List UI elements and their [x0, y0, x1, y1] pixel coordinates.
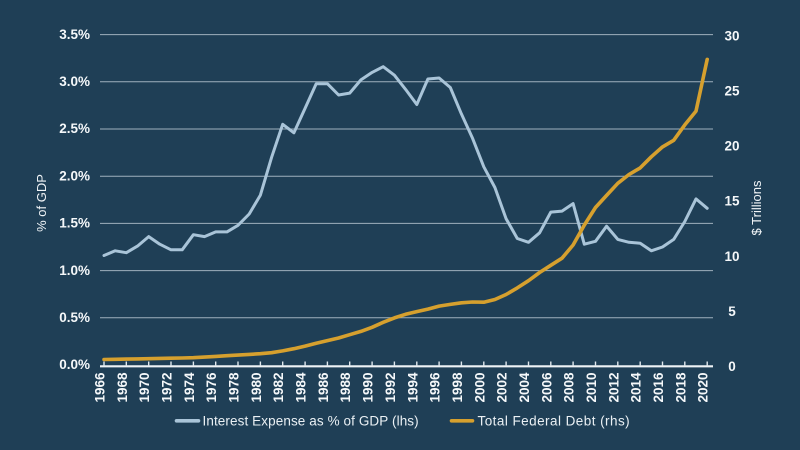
svg-text:2006: 2006 — [539, 372, 554, 403]
svg-text:2018: 2018 — [673, 372, 688, 403]
svg-text:1972: 1972 — [160, 372, 175, 402]
svg-text:2004: 2004 — [517, 372, 532, 403]
svg-text:2.0%: 2.0% — [59, 168, 90, 183]
svg-text:15: 15 — [724, 194, 740, 209]
svg-text:1968: 1968 — [115, 372, 130, 403]
svg-text:3.0%: 3.0% — [59, 74, 90, 89]
svg-text:2010: 2010 — [584, 372, 599, 402]
svg-text:1976: 1976 — [204, 372, 219, 403]
svg-text:Total Federal Debt (rhs): Total Federal Debt (rhs) — [478, 413, 631, 428]
svg-text:20: 20 — [724, 139, 739, 154]
svg-text:1.5%: 1.5% — [59, 216, 90, 231]
svg-text:1994: 1994 — [405, 372, 420, 403]
svg-text:2.5%: 2.5% — [59, 121, 90, 136]
svg-text:2008: 2008 — [562, 372, 577, 403]
svg-text:2012: 2012 — [606, 372, 621, 402]
svg-text:1984: 1984 — [294, 372, 309, 403]
svg-text:2014: 2014 — [629, 372, 644, 403]
svg-text:2000: 2000 — [472, 372, 487, 402]
svg-text:1998: 1998 — [450, 372, 465, 403]
svg-text:2016: 2016 — [651, 372, 666, 403]
svg-text:0.0%: 0.0% — [59, 357, 90, 372]
svg-text:3.5%: 3.5% — [59, 27, 90, 42]
svg-text:1970: 1970 — [137, 372, 152, 402]
svg-text:Interest Expense as % of GDP (: Interest Expense as % of GDP (lhs) — [203, 413, 419, 428]
svg-text:1992: 1992 — [383, 372, 398, 402]
svg-text:1986: 1986 — [316, 372, 331, 403]
svg-text:1980: 1980 — [249, 372, 264, 402]
svg-text:30: 30 — [724, 29, 739, 44]
svg-text:2002: 2002 — [495, 372, 510, 402]
svg-text:5: 5 — [728, 304, 736, 319]
svg-text:2020: 2020 — [696, 372, 711, 402]
svg-text:10: 10 — [724, 249, 739, 264]
svg-text:1996: 1996 — [428, 372, 443, 403]
svg-text:% of GDP: % of GDP — [34, 174, 49, 232]
svg-text:1978: 1978 — [227, 372, 242, 403]
svg-text:1974: 1974 — [182, 372, 197, 403]
svg-text:0.5%: 0.5% — [59, 310, 90, 325]
svg-text:0: 0 — [728, 359, 736, 374]
svg-text:1990: 1990 — [361, 372, 376, 402]
svg-text:1.0%: 1.0% — [59, 263, 90, 278]
svg-text:1982: 1982 — [271, 372, 286, 402]
svg-text:1988: 1988 — [338, 372, 353, 403]
svg-text:1966: 1966 — [93, 372, 108, 403]
svg-text:$ Trillions: $ Trillions — [749, 180, 764, 235]
svg-text:25: 25 — [724, 84, 740, 99]
